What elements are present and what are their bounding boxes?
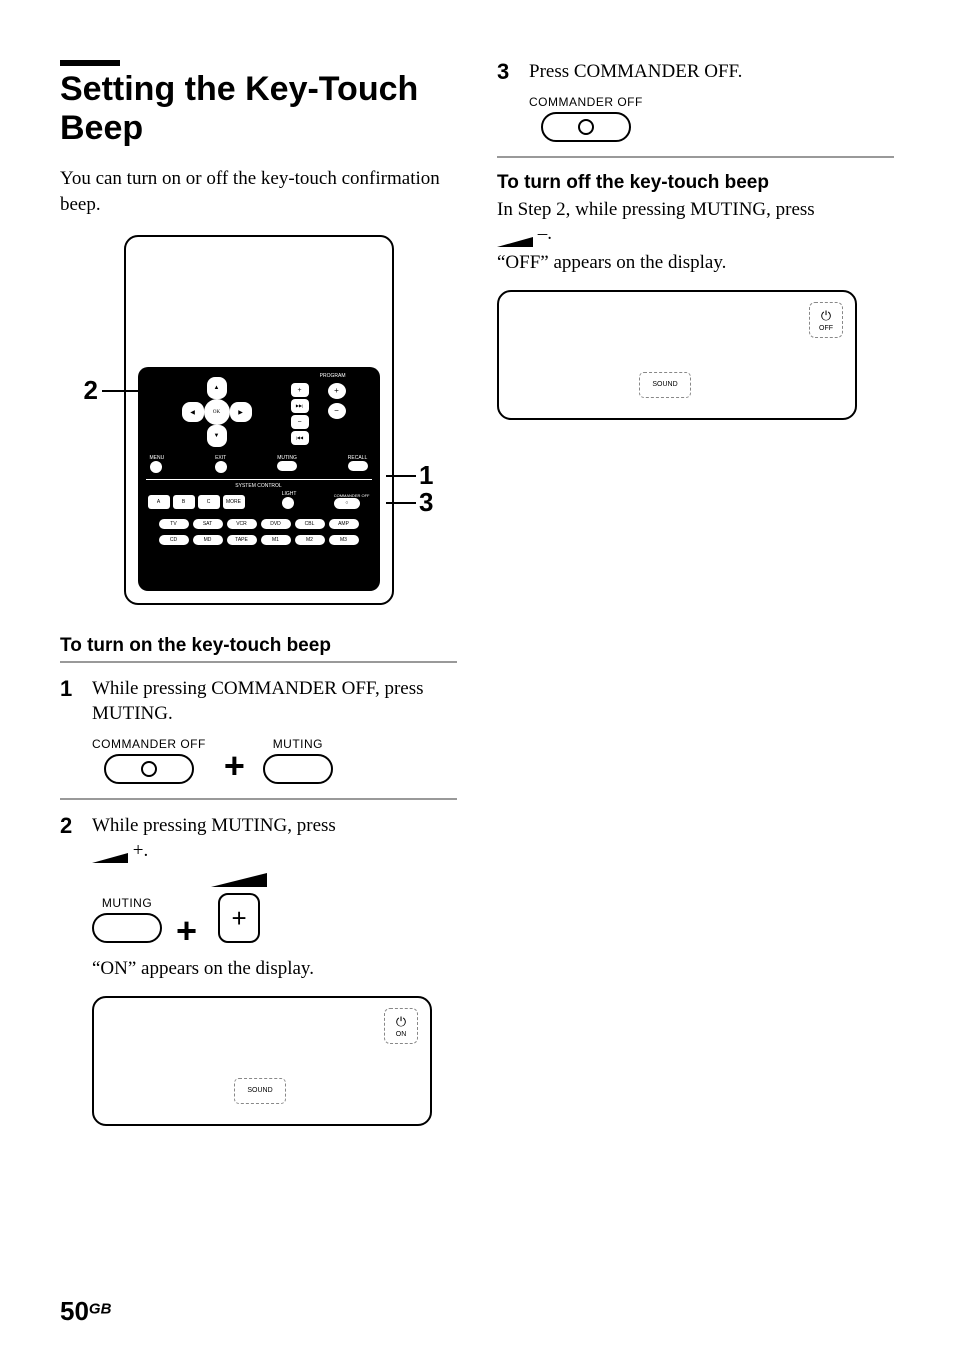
rule-turn-on	[60, 661, 457, 663]
dev-cd: CD	[159, 535, 189, 545]
step-1-num: 1	[60, 677, 82, 726]
cmdoff-diagram-2: COMMANDER OFF	[529, 95, 643, 142]
sys-b: B	[173, 495, 195, 509]
dev-vcr: VCR	[227, 519, 257, 529]
page-number: 50	[60, 1296, 89, 1326]
wedge-icon-3	[497, 237, 533, 247]
menu-button	[150, 461, 162, 473]
dev-m3: M3	[329, 535, 359, 545]
sys-a: A	[148, 495, 170, 509]
sys-c: C	[198, 495, 220, 509]
dpad: ▲ ▼ ◀ ▶ OK	[182, 377, 252, 447]
remote-panel: ▲ ▼ ◀ ▶ OK PROGRAM + ▶▶|	[138, 367, 380, 591]
dev-m2: M2	[295, 535, 325, 545]
recall-button	[348, 461, 368, 471]
dev-amp: AMP	[329, 519, 359, 529]
light-button	[282, 497, 294, 509]
subhead-turn-on: To turn on the key-touch beep	[60, 635, 457, 657]
display-sound-label: SOUND	[234, 1078, 286, 1104]
plus-icon-2: +	[176, 913, 197, 949]
turn-off-result: “OFF” appears on the display.	[497, 251, 894, 276]
muting-diagram-2: MUTING	[92, 896, 162, 943]
step-3-text: Press COMMANDER OFF.	[529, 60, 894, 85]
display-off-figure: ⏻ OFF SOUND	[497, 290, 857, 420]
step-3-figure: COMMANDER OFF	[529, 95, 894, 142]
step-3: 3 Press COMMANDER OFF.	[497, 60, 894, 85]
muting-diagram: MUTING	[263, 737, 333, 784]
wedge-icon	[92, 853, 128, 863]
dev-tv: TV	[159, 519, 189, 529]
step-2: 2 While pressing MUTING, press +.	[60, 814, 457, 863]
power-icon-2: ⏻	[821, 308, 831, 324]
sys-more: MORE	[223, 495, 245, 509]
remote-body: ▲ ▼ ◀ ▶ OK PROGRAM + ▶▶|	[124, 235, 394, 605]
volplus-diagram: +	[211, 873, 267, 943]
remote-figure: ▲ ▼ ◀ ▶ OK PROGRAM + ▶▶|	[84, 235, 434, 615]
step-2-num: 2	[60, 814, 82, 863]
dev-dvd: DVD	[261, 519, 291, 529]
left-column: Setting the Key-Touch Beep You can turn …	[60, 60, 457, 1140]
rule-step3	[497, 156, 894, 158]
display-on-figure: ⏻ ON SOUND	[92, 996, 432, 1126]
ok-button: OK	[204, 399, 230, 425]
display-power-icon-2: ⏻ OFF	[809, 302, 843, 338]
page-suffix: GB	[89, 1301, 112, 1318]
dev-tape: TAPE	[227, 535, 257, 545]
dev-cbl: CBL	[295, 519, 325, 529]
step-1: 1 While pressing COMMANDER OFF, press MU…	[60, 677, 457, 726]
rule-step1	[60, 798, 457, 800]
step-2-figure: MUTING + +	[92, 873, 457, 943]
exit-button	[215, 461, 227, 473]
display-sound-label-2: SOUND	[639, 372, 691, 398]
step-3-num: 3	[497, 60, 519, 85]
step-1-text: While pressing COMMANDER OFF, press MUTI…	[92, 677, 457, 726]
step-2-note: “ON” appears on the display.	[92, 957, 457, 982]
power-icon: ⏻	[396, 1014, 406, 1030]
program-cluster: PROGRAM + ▶▶| − |◀◀ + −	[291, 377, 346, 447]
intro-text: You can turn on or off the key-touch con…	[60, 166, 457, 217]
plus-icon: +	[224, 748, 245, 784]
page-footer: 50GB	[60, 1296, 111, 1327]
callout-2: 2	[84, 375, 98, 406]
step-2-text: While pressing MUTING, press +.	[92, 814, 457, 863]
title-rule	[60, 60, 120, 66]
cmdoff-diagram: COMMANDER OFF	[92, 737, 206, 784]
muting-button	[277, 461, 297, 471]
dev-md: MD	[193, 535, 223, 545]
display-power-icon: ⏻ ON	[384, 1008, 418, 1044]
turn-off-text: In Step 2, while pressing MUTING, press …	[497, 198, 894, 247]
page-title: Setting the Key-Touch Beep	[60, 70, 457, 148]
callout-3: 3	[419, 487, 433, 518]
dev-sat: SAT	[193, 519, 223, 529]
dev-m1: M1	[261, 535, 291, 545]
wedge-icon-2	[211, 873, 267, 887]
step-1-figure: COMMANDER OFF + MUTING	[92, 737, 457, 784]
right-column: 3 Press COMMANDER OFF. COMMANDER OFF To …	[497, 60, 894, 1140]
subhead-turn-off: To turn off the key-touch beep	[497, 172, 894, 194]
cmdoff-button: ○	[334, 498, 360, 509]
